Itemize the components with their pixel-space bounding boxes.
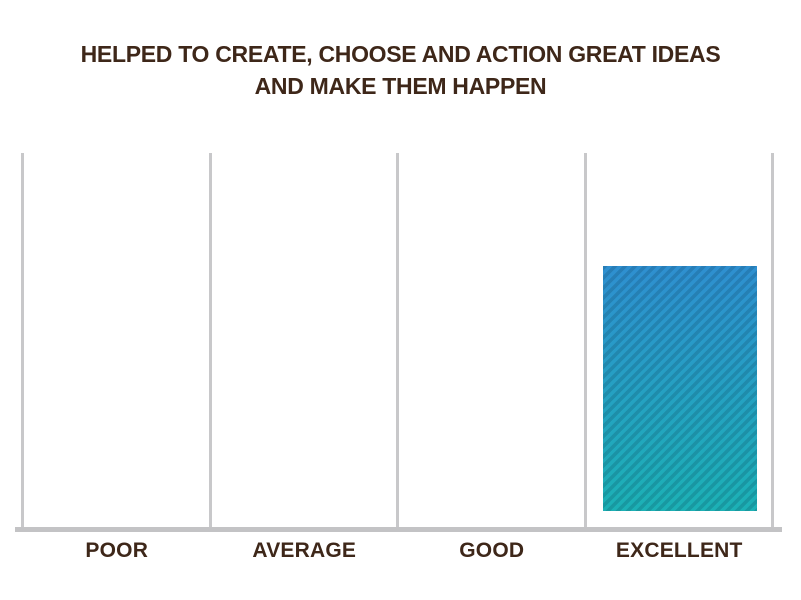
chart-title: HELPED TO CREATE, CHOOSE AND ACTION GREA… xyxy=(0,38,801,102)
vertical-gridline-right xyxy=(771,153,774,528)
bar-slot-average xyxy=(210,153,397,511)
vertical-gridline-poor-average xyxy=(209,153,212,528)
x-axis-label-good: GOOD xyxy=(459,539,525,562)
vertical-gridline-average-good xyxy=(396,153,399,528)
bar-slot-excellent xyxy=(586,153,773,511)
x-axis-label-excellent: EXCELLENT xyxy=(615,539,743,562)
vertical-gridline-left xyxy=(21,153,24,528)
x-axis-labels: POOR AVERAGE GOOD EXCELLENT xyxy=(23,539,773,563)
x-axis-label-poor: POOR xyxy=(85,539,149,562)
chart-title-line-1: HELPED TO CREATE, CHOOSE AND ACTION GREA… xyxy=(80,41,721,67)
vertical-gridline-good-excellent xyxy=(584,153,587,528)
bar-excellent xyxy=(602,266,757,511)
bar-slot-good xyxy=(398,153,585,511)
x-axis-label-average: AVERAGE xyxy=(252,539,357,562)
bar-slot-poor xyxy=(23,153,210,511)
chart-title-line-2: AND MAKE THEM HAPPEN xyxy=(254,73,547,99)
x-axis-line xyxy=(15,527,782,532)
